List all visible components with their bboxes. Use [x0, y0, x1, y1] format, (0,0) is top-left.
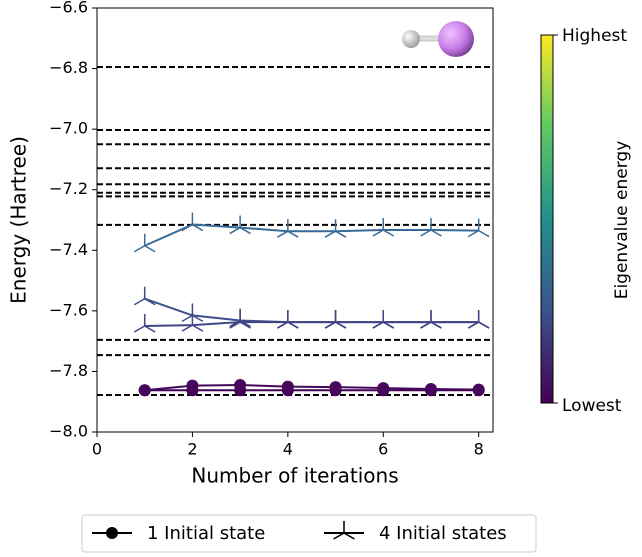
- y-tick-label: −7.8: [49, 361, 88, 380]
- y-tick-label: −6.6: [49, 0, 88, 17]
- legend-label: 1 Initial state: [147, 523, 265, 544]
- marker: [324, 219, 347, 238]
- marker: [467, 218, 490, 238]
- y-tick-label: −7.0: [49, 119, 88, 138]
- marker-arm: [181, 324, 193, 332]
- x-tick-label: 2: [187, 440, 197, 459]
- marker-arm: [277, 230, 289, 238]
- series-line: [144, 223, 479, 247]
- molecule-icon: [402, 21, 474, 57]
- marker-arm: [343, 532, 355, 540]
- marker-arm: [372, 321, 384, 329]
- marker-arm: [324, 321, 336, 329]
- colorbar-high-label: Highest: [562, 26, 627, 46]
- series-line: [144, 321, 479, 327]
- legend-marker: [106, 527, 118, 539]
- marker-arm: [239, 226, 251, 235]
- marker: [186, 379, 199, 392]
- marker: [229, 215, 251, 235]
- x-tick-label: 6: [378, 440, 388, 459]
- marker-arm: [420, 229, 432, 237]
- marker: [133, 314, 156, 333]
- plot-frame: [96, 7, 494, 433]
- marker-arm: [467, 321, 480, 329]
- marker: [420, 310, 442, 329]
- y-tick-label: −7.2: [49, 179, 88, 198]
- legend: [81, 514, 537, 553]
- marker-arm: [133, 298, 146, 306]
- marker-arm: [144, 325, 156, 333]
- colorbar-label: Eigenvalue energy: [612, 141, 632, 300]
- x-tick-label: 0: [92, 440, 102, 459]
- marker-arm: [335, 321, 347, 329]
- marker: [277, 219, 299, 238]
- y-axis-label: Energy (Hartree): [7, 136, 31, 304]
- marker-arm: [144, 245, 156, 253]
- marker-arm: [133, 245, 146, 253]
- marker: [420, 217, 442, 237]
- marker-arm: [144, 298, 156, 306]
- marker-arm: [192, 314, 204, 323]
- marker-arm: [430, 229, 442, 237]
- marker-arm: [324, 230, 336, 238]
- x-tick-label: 4: [283, 440, 293, 459]
- x-tick-label: 8: [474, 440, 484, 459]
- marker-arm: [478, 229, 490, 238]
- marker: [467, 310, 490, 329]
- y-tick-label: −7.6: [49, 300, 88, 319]
- series-line: [144, 297, 479, 324]
- marker-arm: [229, 321, 241, 329]
- marker-arm: [335, 230, 347, 238]
- marker-arm: [287, 230, 299, 238]
- colorbar-low-label: Lowest: [562, 396, 622, 416]
- marker-arm: [382, 321, 395, 329]
- marker-arm: [467, 229, 480, 238]
- marker: [181, 313, 204, 332]
- marker-arm: [192, 223, 204, 232]
- marker: [424, 382, 437, 395]
- marker-arm: [333, 532, 345, 540]
- y-tick-label: −8.0: [49, 422, 88, 441]
- marker: [372, 217, 395, 237]
- marker-arm: [181, 314, 193, 323]
- marker-arm: [478, 321, 490, 329]
- marker-arm: [430, 321, 442, 329]
- marker: [138, 384, 151, 397]
- colorbar: [540, 34, 554, 404]
- marker: [181, 212, 204, 232]
- y-tick-label: −7.4: [49, 240, 88, 259]
- marker: [234, 379, 247, 392]
- legend-label: 4 Initial states: [379, 523, 507, 544]
- marker-arm: [277, 321, 289, 329]
- marker-arm: [181, 223, 193, 232]
- marker: [377, 382, 390, 395]
- marker-arm: [229, 226, 241, 235]
- marker-arm: [192, 324, 204, 332]
- marker: [324, 310, 347, 329]
- marker: [472, 383, 485, 396]
- marker: [133, 233, 156, 253]
- marker-arm: [287, 321, 299, 329]
- marker-arm: [133, 325, 146, 333]
- x-axis-label: Number of iterations: [191, 464, 398, 488]
- marker: [333, 521, 355, 540]
- marker-arm: [239, 321, 251, 329]
- marker-arm: [382, 229, 395, 237]
- series-line: [144, 384, 479, 392]
- marker: [372, 310, 395, 329]
- marker: [229, 310, 251, 329]
- marker-arm: [372, 229, 384, 237]
- marker: [277, 310, 299, 329]
- marker: [329, 381, 342, 394]
- marker: [281, 380, 294, 393]
- y-tick-label: −6.8: [49, 58, 88, 77]
- marker: [133, 286, 156, 306]
- marker-arm: [420, 321, 432, 329]
